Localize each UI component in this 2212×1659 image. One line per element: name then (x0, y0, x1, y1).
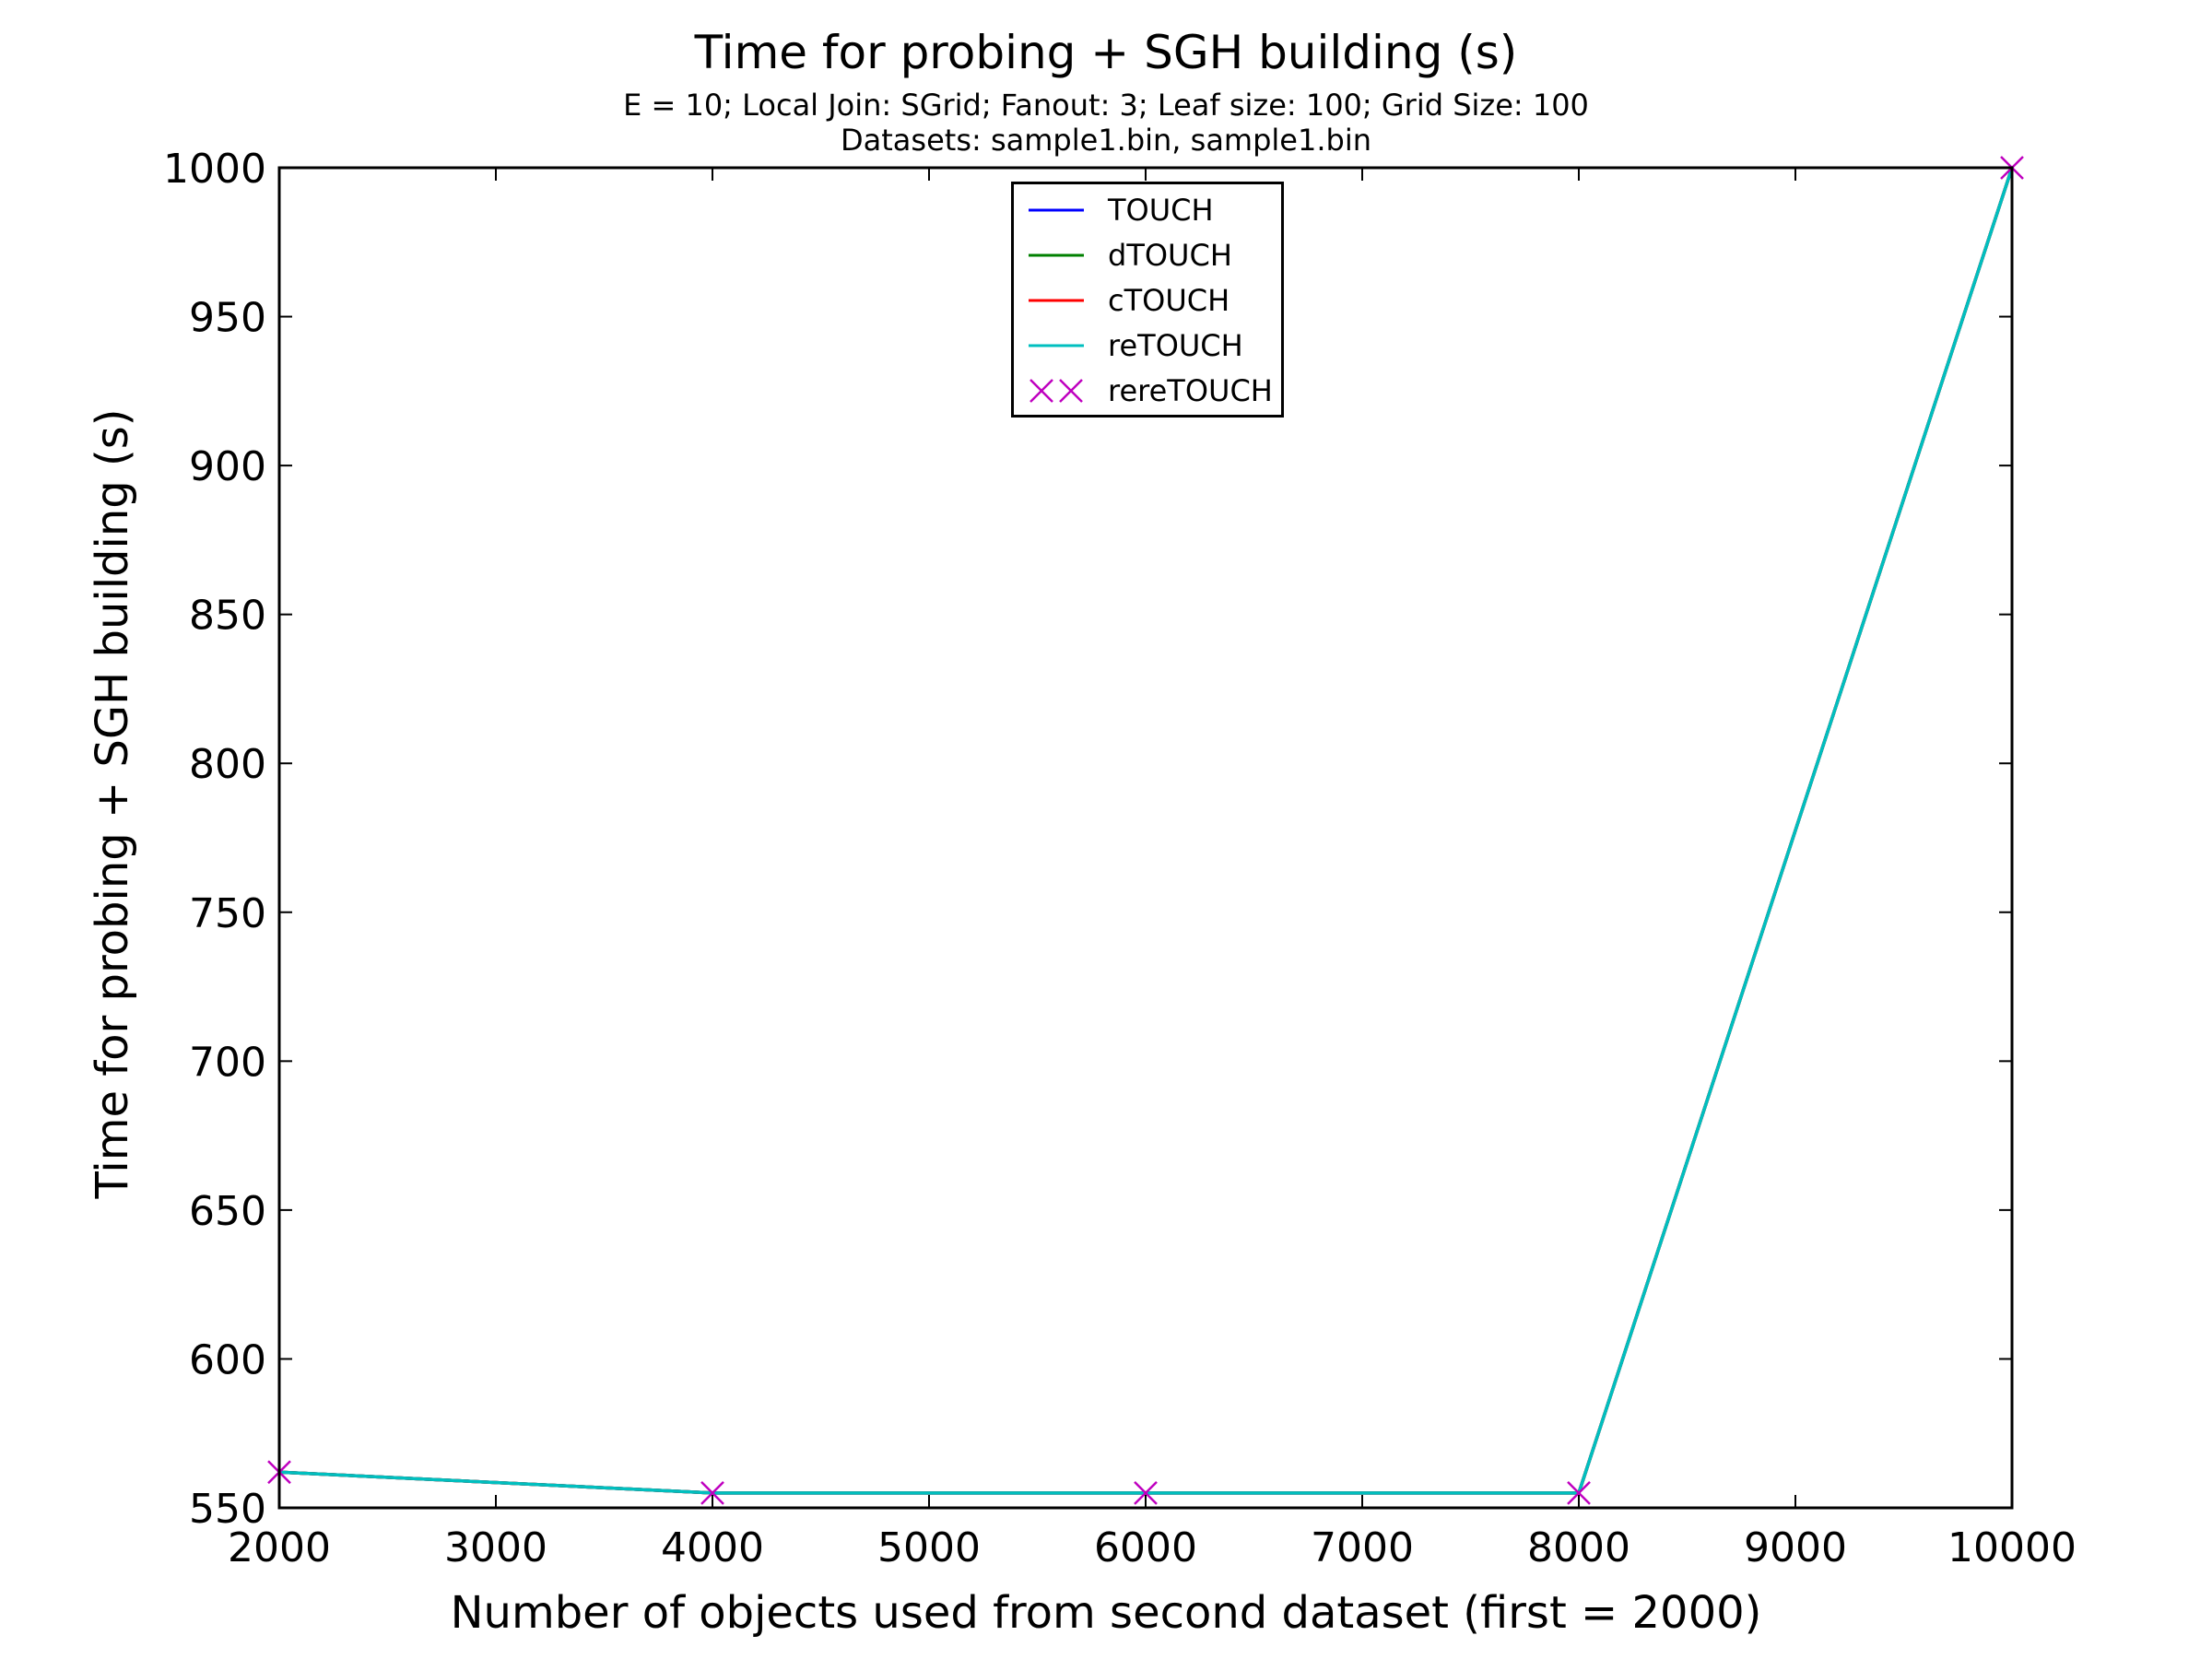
chart-subtitle-line-2: Datasets: sample1.bin, sample1.bin (841, 123, 1371, 158)
x-tick-label: 8000 (1527, 1524, 1630, 1571)
legend-item-retouch: reTOUCH (1014, 327, 1281, 364)
chart-title: Time for probing + SGH building (s) (694, 26, 1518, 79)
x-tick-label: 10000 (1947, 1524, 2077, 1571)
axes-layer: 2000 3000 4000 5000 6000 7000 8000 9000 10000 550… (163, 146, 2077, 1571)
x-tick-label: 7000 (1311, 1524, 1414, 1571)
y-tick-label: 700 (189, 1039, 266, 1086)
legend-swatch-touch (1029, 208, 1084, 212)
x-tick-label: 4000 (661, 1524, 764, 1571)
x-tick-label: 5000 (877, 1524, 981, 1571)
legend-label-retouch: reTOUCH (1108, 328, 1243, 363)
series-marker-reretouch (700, 1480, 724, 1505)
legend-swatch-ctouch (1029, 299, 1084, 302)
y-tick-label: 800 (189, 741, 266, 788)
legend-item-reretouch: rereTOUCH (1014, 372, 1281, 409)
legend-swatch-dtouch (1029, 253, 1084, 257)
x-tick-label: 9000 (1744, 1524, 1847, 1571)
y-tick-label: 1000 (163, 146, 266, 193)
y-tick-label: 650 (189, 1188, 266, 1235)
series-marker-reretouch (1567, 1480, 1591, 1505)
y-tick-label: 950 (189, 295, 266, 342)
series-marker-reretouch (1134, 1480, 1158, 1505)
legend-label-touch: TOUCH (1108, 193, 1214, 228)
x-tick-label: 6000 (1094, 1524, 1197, 1571)
legend-item-ctouch: cTOUCH (1014, 282, 1281, 319)
x-tick-label: 3000 (444, 1524, 547, 1571)
legend-swatch-reretouch (1030, 379, 1083, 403)
chart-subtitle-line-1: E = 10; Local Join: SGrid; Fanout: 3; Le… (623, 88, 1589, 123)
legend-item-touch: TOUCH (1014, 192, 1281, 229)
legend-item-dtouch: dTOUCH (1014, 237, 1281, 274)
x-tick-label: 2000 (228, 1524, 331, 1571)
y-tick-label: 600 (189, 1336, 266, 1383)
y-axis-label: Time for probing + SGH building (s) (87, 408, 138, 1199)
legend-swatch-retouch (1029, 344, 1084, 347)
y-tick-label: 750 (189, 890, 266, 937)
x-axis-label: Number of objects used from second datas… (450, 1587, 1762, 1639)
y-tick-label: 900 (189, 443, 266, 490)
legend-label-dtouch: dTOUCH (1108, 238, 1232, 273)
legend: TOUCH dTOUCH cTOUCH reTOUCH rereTOUCH (1011, 182, 1284, 418)
y-tick-label: 550 (189, 1486, 266, 1533)
legend-label-ctouch: cTOUCH (1108, 283, 1230, 318)
legend-label-reretouch: rereTOUCH (1108, 373, 1273, 408)
y-tick-label: 850 (189, 593, 266, 640)
